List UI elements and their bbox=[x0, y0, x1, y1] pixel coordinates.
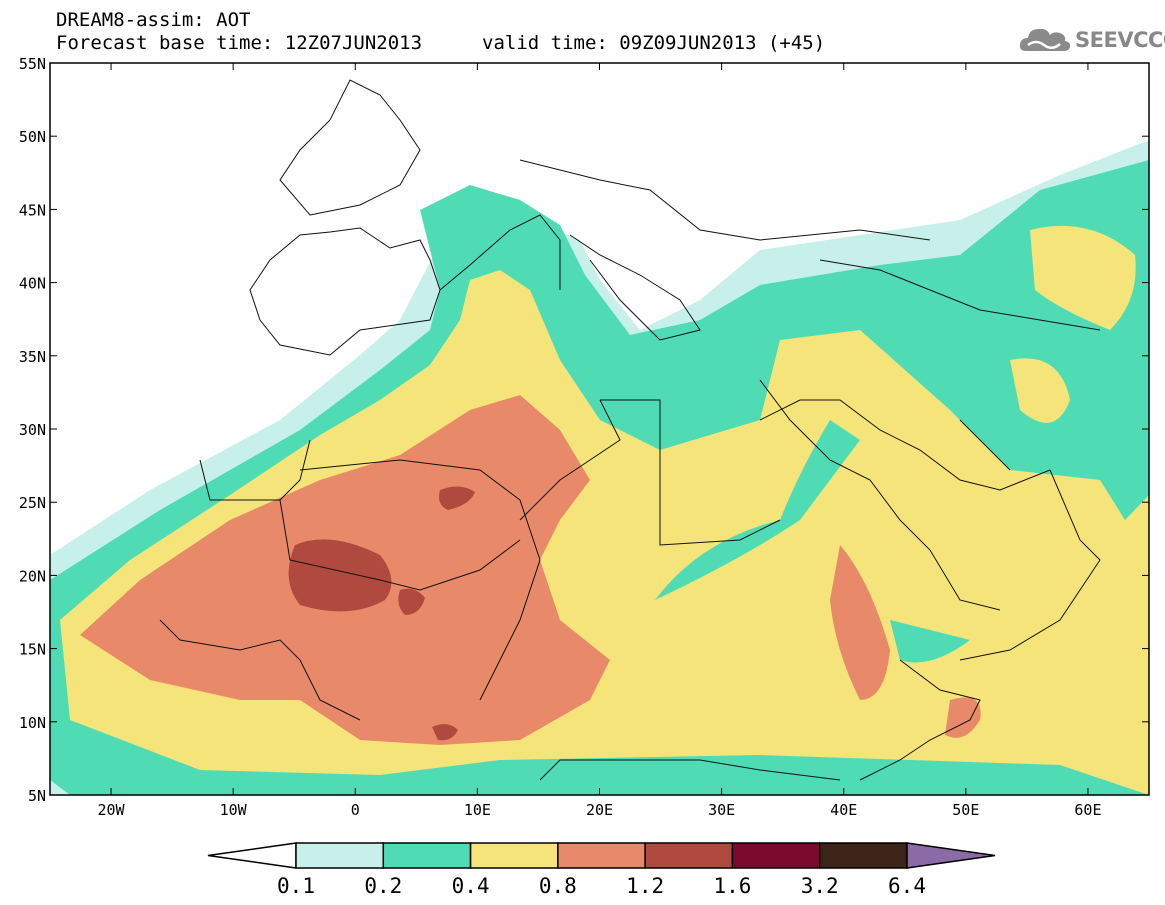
lat-label: 5N bbox=[28, 787, 46, 805]
lat-label: 35N bbox=[19, 348, 46, 366]
map-frame bbox=[49, 62, 1150, 796]
lat-label: 55N bbox=[19, 55, 46, 73]
colorbar-label: 6.4 bbox=[888, 874, 926, 898]
aot-band-0.2 bbox=[50, 160, 1149, 795]
aot-band-0.8 bbox=[830, 545, 890, 700]
colorbar-swatch bbox=[731, 842, 821, 869]
colorbar-label: 0.2 bbox=[364, 874, 402, 898]
logo-text: SEEVCCC bbox=[1075, 28, 1165, 52]
lat-label: 40N bbox=[19, 275, 46, 293]
valid-time: valid time: 09Z09JUN2013 (+45) bbox=[482, 32, 826, 54]
lon-label: 10W bbox=[220, 801, 248, 819]
aot-band-0.1 bbox=[50, 140, 1149, 795]
colorbar-label: 1.6 bbox=[713, 874, 751, 898]
aot-band-0.2 bbox=[890, 620, 970, 663]
lat-label: 30N bbox=[19, 421, 46, 439]
coastlines bbox=[159, 79, 1101, 781]
colorbar-label: 3.2 bbox=[801, 874, 839, 898]
map-border bbox=[49, 62, 1150, 796]
lat-label: 45N bbox=[19, 201, 46, 219]
lon-label: 50E bbox=[952, 801, 979, 819]
lon-label: 20E bbox=[586, 801, 613, 819]
lon-label: 20W bbox=[98, 801, 126, 819]
colorbar-swatch bbox=[818, 842, 908, 869]
lat-label: 50N bbox=[19, 128, 46, 146]
colorbar-max-arrow bbox=[906, 842, 996, 869]
colorbar-min-arrow bbox=[207, 842, 297, 869]
aot-band-1.2 bbox=[288, 539, 392, 612]
colorbar-swatch bbox=[644, 842, 734, 869]
aot-band-1.2 bbox=[398, 588, 425, 615]
forecast-base-time: Forecast base time: 12Z07JUN2013 bbox=[56, 32, 423, 54]
lon-label: 10E bbox=[464, 801, 491, 819]
lon-label: 0 bbox=[351, 801, 360, 819]
colorbar-swatch bbox=[469, 842, 559, 869]
lon-label: 30E bbox=[708, 801, 735, 819]
lat-label: 10N bbox=[19, 714, 46, 732]
colorbar: 0.1 0.2 0.4 0.8 1.2 1.6 3.2 6.4 bbox=[207, 842, 996, 898]
colorbar-swatch bbox=[295, 842, 385, 869]
colorbar-swatch bbox=[382, 842, 472, 869]
aot-band-0.4 bbox=[1030, 225, 1136, 330]
lon-label: 40E bbox=[830, 801, 857, 819]
aot-field bbox=[50, 140, 1149, 795]
colorbar-label: 1.2 bbox=[626, 874, 664, 898]
aot-band-1.2 bbox=[432, 724, 458, 741]
cloud-icon bbox=[1019, 28, 1071, 51]
lat-label: 20N bbox=[19, 567, 46, 585]
chart-title: DREAM8-assim: AOT bbox=[56, 9, 251, 31]
lat-label: 25N bbox=[19, 494, 46, 512]
aot-band-0.8 bbox=[80, 395, 610, 745]
colorbar-label: 0.4 bbox=[452, 874, 490, 898]
colorbar-label: 0.1 bbox=[277, 874, 315, 898]
colorbar-label: 0.8 bbox=[539, 874, 577, 898]
aot-band-0.8 bbox=[945, 697, 981, 738]
colorbar-swatch bbox=[557, 842, 646, 869]
aot-band-0.2 bbox=[655, 420, 860, 600]
aot-band-0.4 bbox=[1010, 358, 1070, 423]
lon-label: 60E bbox=[1074, 801, 1101, 819]
aot-band-0.4 bbox=[60, 270, 1149, 795]
lat-label: 15N bbox=[19, 641, 46, 659]
aot-band-1.2 bbox=[439, 486, 475, 510]
seevccc-logo: SEEVCCC bbox=[1018, 24, 1165, 56]
